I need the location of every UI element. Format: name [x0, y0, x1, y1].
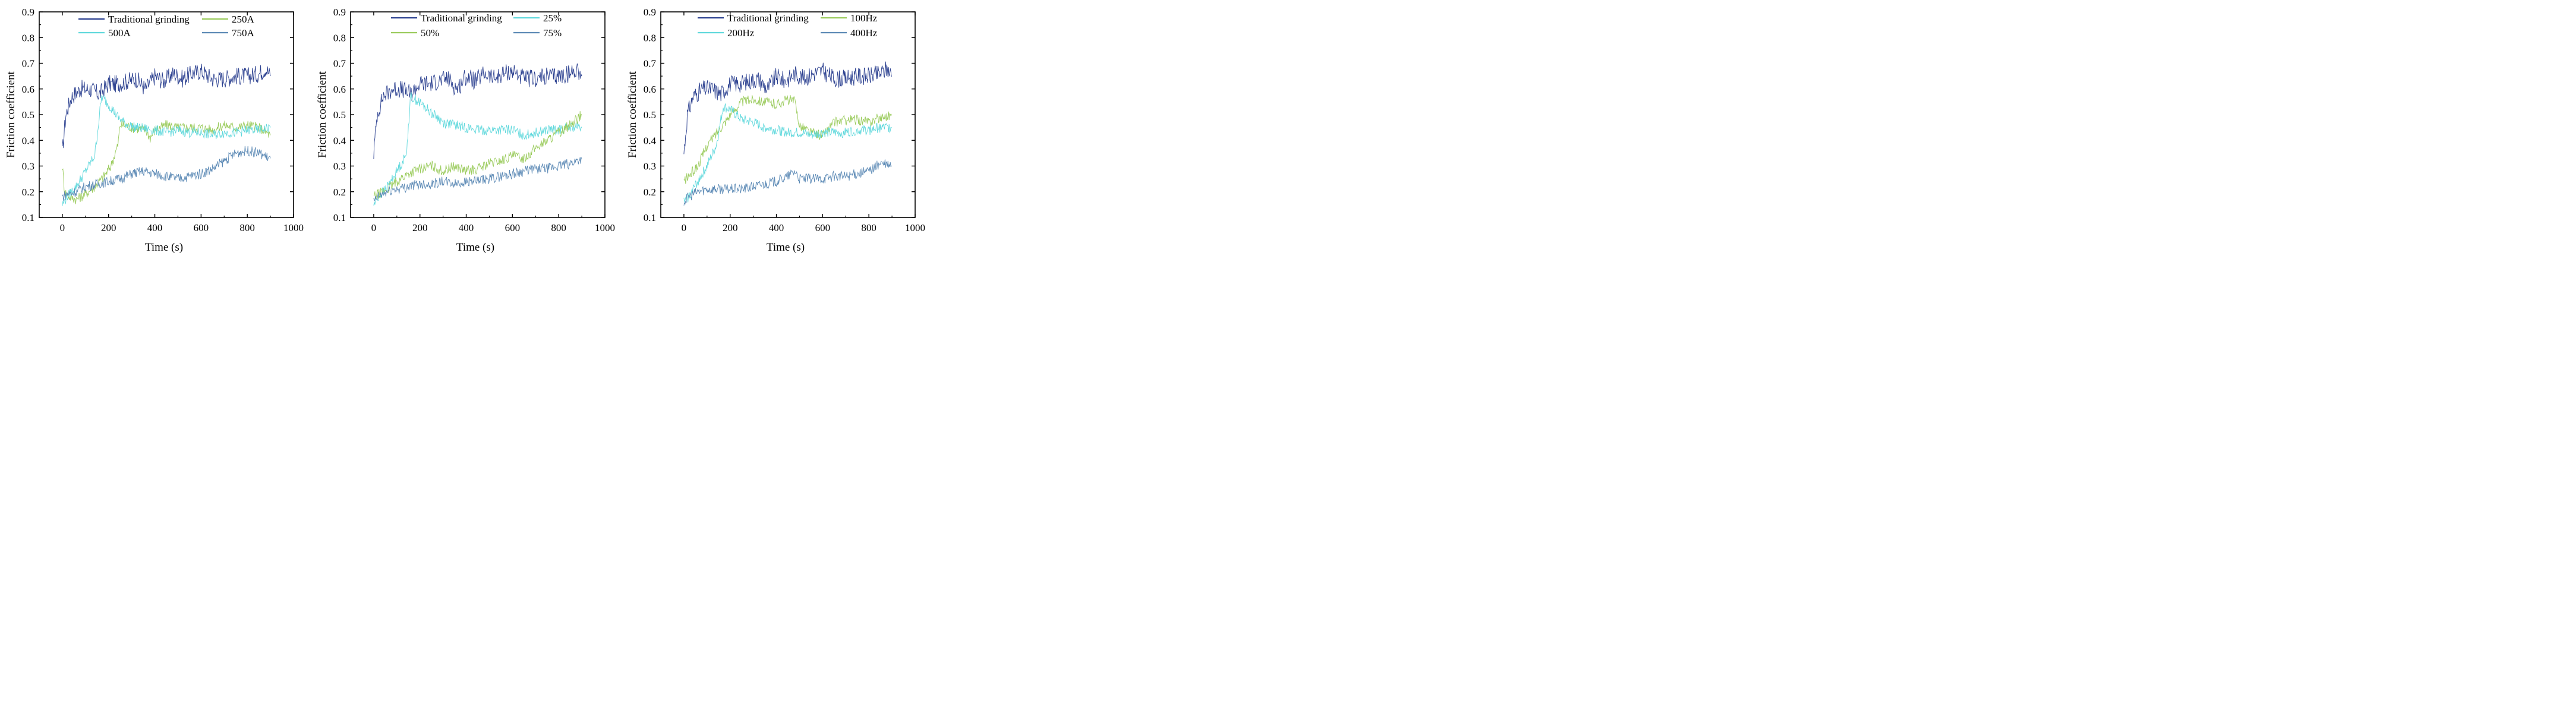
- y-axis-label: Friction coefficient: [5, 71, 17, 158]
- series-line-750a: [62, 146, 271, 201]
- y-tick-label: 0.6: [333, 84, 346, 95]
- legend-entry: 50%: [421, 27, 439, 39]
- y-tick-label: 0.2: [644, 187, 656, 198]
- x-tick-label: 200: [412, 222, 428, 233]
- y-tick-label: 0.7: [22, 58, 35, 69]
- series-line-25-: [373, 91, 582, 206]
- y-axis-label: Friction coefficient: [316, 71, 329, 158]
- figure: 0 200 400 600 800 1000 0.1 0.2 0.3 0.4 0.5 0.6 0.7 0.…: [5, 7, 925, 254]
- y-tick-label: 0.3: [644, 161, 656, 172]
- x-axis-label: Time (s): [767, 241, 805, 254]
- series-line-500a: [62, 95, 271, 206]
- series-line-200hz: [683, 103, 893, 203]
- legend: Traditional grinding 100Hz 200Hz 400Hz: [698, 12, 878, 39]
- y-tick-label: 0.5: [644, 109, 656, 121]
- x-tick-label: 600: [194, 222, 209, 233]
- y-tick-label: 0.3: [22, 161, 34, 172]
- y-tick-label: 0.6: [644, 84, 656, 95]
- series-line-traditional-grinding: [683, 61, 893, 154]
- y-tick-label: 0.1: [22, 212, 34, 223]
- x-tick-label: 200: [101, 222, 116, 233]
- legend-entry: 400Hz: [850, 27, 878, 39]
- x-tick-label: 0: [682, 222, 687, 233]
- panel-frequency: 0 200 400 600 800 1000 0.1 0.2 0.3 0.4 0.5 0.6 0.7 0.…: [626, 7, 925, 254]
- x-tick-label: 0: [60, 222, 65, 233]
- y-tick-label: 0.5: [22, 109, 34, 121]
- x-tick-label: 800: [239, 222, 255, 233]
- legend: Traditional grinding 250A 500A 750A: [78, 14, 255, 39]
- legend-entry: 100Hz: [850, 12, 878, 24]
- y-tick-label: 0.9: [644, 7, 656, 18]
- y-tick-label: 0.3: [333, 161, 346, 172]
- x-tick-label: 200: [723, 222, 738, 233]
- legend-entry: Traditional grinding: [421, 12, 502, 24]
- x-tick-label: 400: [147, 222, 163, 233]
- series-line-traditional-grinding: [62, 64, 271, 148]
- legend-entry: 500A: [108, 27, 131, 39]
- y-tick-label: 0.2: [22, 187, 34, 198]
- legend-entry: 250A: [232, 14, 255, 25]
- x-axis-label: Time (s): [456, 241, 494, 254]
- legend-entry: 75%: [543, 27, 562, 39]
- legend-entry: Traditional grinding: [108, 14, 190, 25]
- x-tick-label: 800: [861, 222, 876, 233]
- series-line-400hz: [683, 159, 893, 206]
- x-tick-label: 400: [459, 222, 474, 233]
- x-tick-label: 0: [371, 222, 377, 233]
- y-tick-label: 0.4: [644, 135, 657, 146]
- x-tick-label: 600: [815, 222, 831, 233]
- panel-duty: 0 200 400 600 800 1000 0.1 0.2 0.3 0.4 0.5 0.6 0.7 0.…: [316, 7, 615, 254]
- y-tick-label: 0.6: [22, 84, 34, 95]
- y-tick-label: 0.2: [333, 187, 346, 198]
- x-axis-label: Time (s): [145, 241, 183, 254]
- legend-entry: Traditional grinding: [727, 12, 809, 24]
- legend-entry: 25%: [543, 12, 562, 24]
- y-tick-label: 0.8: [644, 32, 656, 43]
- x-tick-label: 600: [505, 222, 521, 233]
- series-line-75-: [373, 157, 582, 201]
- legend-entry: 750A: [232, 27, 255, 39]
- y-tick-label: 0.7: [333, 58, 346, 69]
- x-tick-label: 1000: [595, 222, 615, 233]
- series-line-250a: [62, 120, 271, 204]
- y-tick-label: 0.1: [333, 212, 346, 223]
- y-tick-label: 0.4: [333, 135, 346, 146]
- legend-entry: 200Hz: [727, 27, 755, 39]
- series-line-100hz: [683, 95, 893, 184]
- y-axis-label: Friction coefficient: [626, 71, 639, 158]
- series-line-50-: [373, 111, 582, 199]
- legend: Traditional grinding 25% 50% 75%: [391, 12, 562, 39]
- y-tick-label: 0.9: [333, 7, 346, 18]
- y-tick-label: 0.8: [22, 32, 34, 43]
- x-tick-label: 1000: [283, 222, 304, 233]
- x-tick-label: 400: [769, 222, 784, 233]
- y-tick-label: 0.7: [644, 58, 657, 69]
- x-tick-label: 1000: [905, 222, 925, 233]
- panel-current: 0 200 400 600 800 1000 0.1 0.2 0.3 0.4 0.5 0.6 0.7 0.…: [5, 7, 304, 254]
- x-tick-label: 800: [551, 222, 566, 233]
- series-line-traditional-grinding: [373, 63, 582, 159]
- y-tick-label: 0.8: [333, 32, 346, 43]
- y-tick-label: 0.9: [22, 7, 34, 18]
- y-tick-label: 0.1: [644, 212, 656, 223]
- y-tick-label: 0.4: [22, 135, 35, 146]
- y-tick-label: 0.5: [333, 109, 346, 121]
